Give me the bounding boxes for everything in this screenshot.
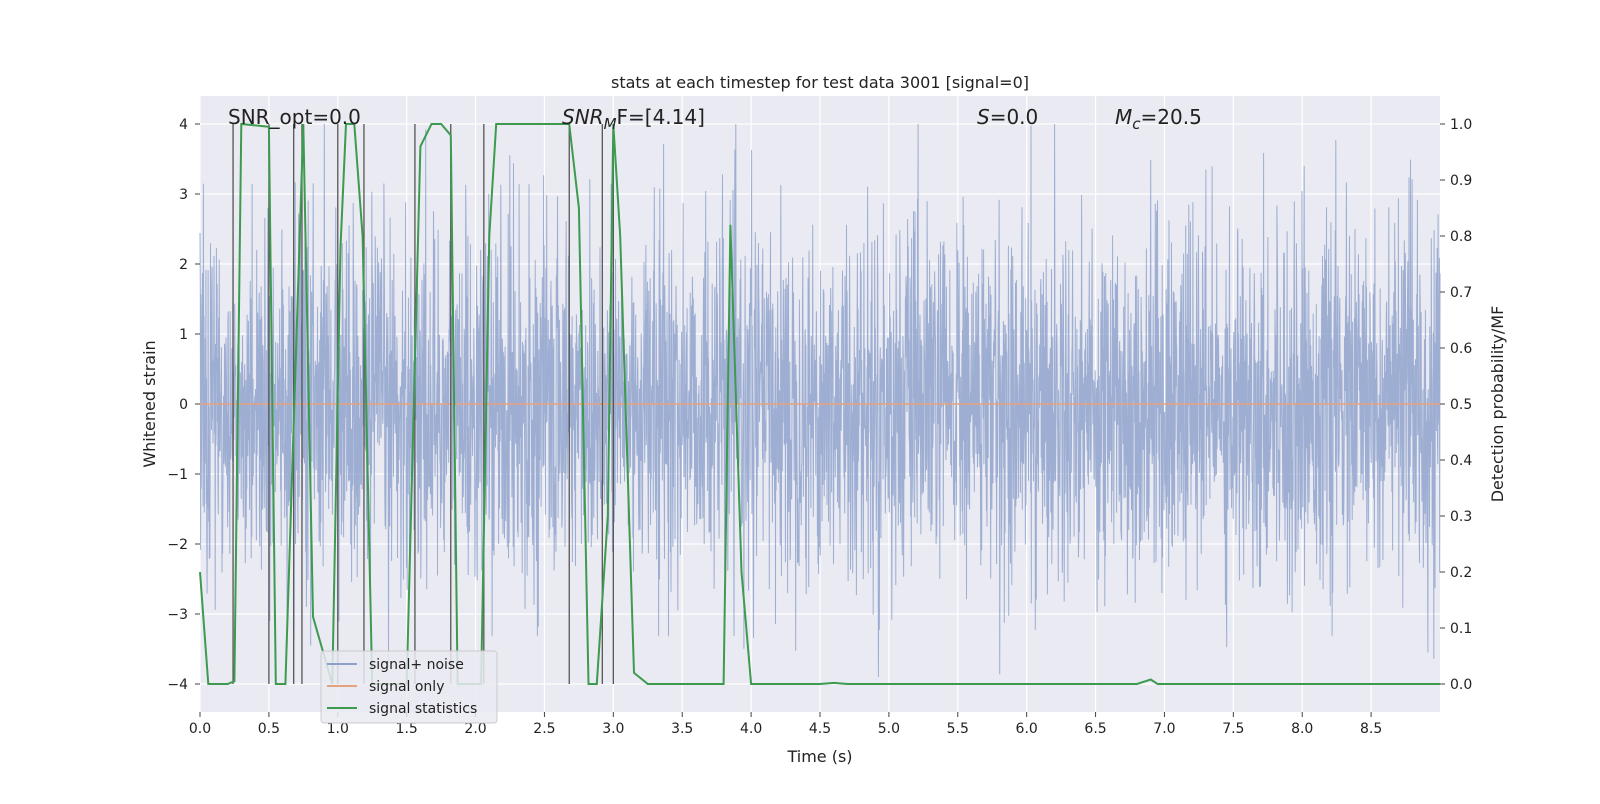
x-tick-label-3: 1.5 xyxy=(396,721,418,737)
x-tick-label-0: 0.0 xyxy=(189,721,211,737)
x-tick-label-14: 7.0 xyxy=(1153,721,1175,737)
x-tick-label-4: 2.0 xyxy=(464,721,486,737)
yr-tick-label-7: 0.7 xyxy=(1450,285,1472,301)
x-tick-label-9: 4.5 xyxy=(809,721,831,737)
signal-noise-line xyxy=(199,123,1441,678)
yr-tick-label-8: 0.8 xyxy=(1450,229,1472,245)
yl-tick-label-7: 3 xyxy=(179,187,188,203)
yl-tick-label-2: −2 xyxy=(167,537,188,553)
annotation-snr-mf: SNRMF=[4.14] xyxy=(562,105,705,133)
yl-tick-label-5: 1 xyxy=(179,327,188,343)
annotation-snr-mf-prefix: SNR xyxy=(562,105,604,129)
annotation-snr-mf-sub: M xyxy=(604,115,617,133)
x-tick-label-10: 5.0 xyxy=(878,721,900,737)
x-tick-label-12: 6.0 xyxy=(1016,721,1038,737)
x-tick-label-7: 3.5 xyxy=(671,721,693,737)
legend-box xyxy=(320,650,498,724)
x-tick-label-2: 1.0 xyxy=(327,721,349,737)
yl-tick-label-4: 0 xyxy=(179,397,188,413)
yl-tick-label-0: −4 xyxy=(167,677,188,693)
yl-tick-label-8: 4 xyxy=(179,117,188,133)
yr-tick-label-1: 0.1 xyxy=(1450,621,1472,637)
yr-tick-label-0: 0.0 xyxy=(1450,677,1472,693)
annotation-s-suffix: =0.0 xyxy=(990,105,1039,129)
yr-tick-label-5: 0.5 xyxy=(1450,397,1472,413)
annotation-snr-mf-suffix: F=[4.14] xyxy=(617,105,705,129)
yl-tick-label-6: 2 xyxy=(179,257,188,273)
legend-label-signal-noise: signal+ noise xyxy=(369,657,464,673)
x-tick-label-6: 3.0 xyxy=(602,721,624,737)
x-tick-label-17: 8.5 xyxy=(1360,721,1382,737)
y-left-axis-label: Whitened strain xyxy=(140,340,159,467)
x-tick-label-11: 5.5 xyxy=(947,721,969,737)
yr-tick-label-3: 0.3 xyxy=(1450,509,1472,525)
yr-tick-label-2: 0.2 xyxy=(1450,565,1472,581)
legend-label-signal-only: signal only xyxy=(369,679,444,695)
series-signal-noise xyxy=(199,123,1441,678)
chart-title: stats at each timestep for test data 300… xyxy=(611,73,1029,92)
x-tick-label-16: 8.0 xyxy=(1291,721,1313,737)
annotation-mc-suffix: =20.5 xyxy=(1141,105,1202,129)
x-axis-label: Time (s) xyxy=(786,747,852,766)
yl-tick-label-1: −3 xyxy=(167,607,188,623)
x-tick-label-15: 7.5 xyxy=(1222,721,1244,737)
annotation-s: S=0.0 xyxy=(977,105,1038,129)
x-tick-label-5: 2.5 xyxy=(533,721,555,737)
y-right-axis-label: Detection probability/MF xyxy=(1488,306,1507,503)
annotation-mc-prefix: M xyxy=(1115,105,1132,129)
annotation-mc-sub: c xyxy=(1132,115,1141,133)
x-tick-label-13: 6.5 xyxy=(1084,721,1106,737)
yr-tick-label-6: 0.6 xyxy=(1450,341,1472,357)
legend: signal+ noise signal only signal statist… xyxy=(320,650,498,724)
y-right-axis-ticks: 0.0 0.1 0.2 0.3 0.4 0.5 0.6 0.7 0.8 0.9 1.0 xyxy=(1440,117,1472,693)
yr-tick-label-4: 0.4 xyxy=(1450,453,1472,469)
annotation-mc: Mc=20.5 xyxy=(1115,105,1202,133)
yr-tick-label-10: 1.0 xyxy=(1450,117,1472,133)
yr-tick-label-9: 0.9 xyxy=(1450,173,1472,189)
legend-label-signal-statistics: signal statistics xyxy=(369,701,477,717)
annotation-s-prefix: S xyxy=(977,105,990,129)
x-tick-label-8: 4.0 xyxy=(740,721,762,737)
annotation-snr-opt: SNR_opt=0.0 xyxy=(228,105,361,129)
yl-tick-label-3: −1 xyxy=(167,467,188,483)
y-left-axis-ticks: −4 −3 −2 −1 0 1 2 3 4 xyxy=(167,117,200,693)
x-tick-label-1: 0.5 xyxy=(258,721,280,737)
x-axis-ticks: 0.0 0.5 1.0 1.5 2.0 2.5 3.0 3.5 4.0 4.5 5.0 5.5 6.0 6… xyxy=(189,712,1382,737)
